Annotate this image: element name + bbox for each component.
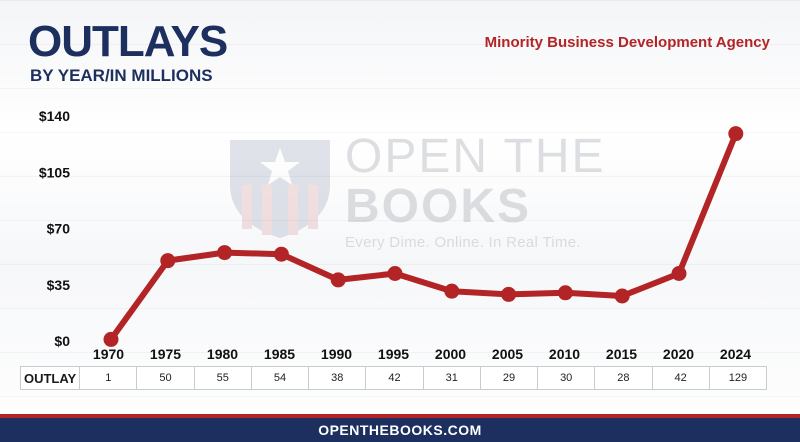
x-tick-label: 1990 (320, 346, 353, 362)
data-point (614, 288, 630, 304)
watermark-line2: BOOKS (345, 180, 532, 233)
outlay-row: OUTLAY 1 50 55 54 38 42 31 29 30 28 42 129 (20, 366, 767, 390)
x-tick-label: 1995 (377, 346, 410, 362)
page-subtitle: BY YEAR/IN MILLIONS (30, 66, 213, 85)
x-tick-label: 2024 (719, 346, 752, 362)
data-label: 42 (366, 367, 424, 389)
agency-name: Minority Business Development Agency (484, 34, 770, 51)
data-point (273, 246, 289, 262)
data-label: 42 (653, 367, 710, 389)
x-tick-label: 2000 (434, 346, 467, 362)
data-point (103, 331, 119, 347)
watermark-tagline: Every Dime. Online. In Real Time. (345, 234, 581, 251)
outlay-row-label: OUTLAY (21, 367, 81, 389)
x-tick-label: 1985 (263, 346, 296, 362)
data-table: 1970 1975 1980 1985 1990 1995 2000 2005 2010 2015… (20, 342, 767, 390)
data-label: 1 (80, 367, 138, 389)
data-label: 50 (137, 367, 195, 389)
data-point (217, 245, 233, 261)
footer-accent-bar (0, 414, 800, 418)
data-label: 28 (595, 367, 653, 389)
shield-logo-icon (230, 140, 330, 238)
y-tick-label: $105 (39, 164, 70, 180)
data-label: 54 (252, 367, 310, 389)
year-header-row: 1970 1975 1980 1985 1990 1995 2000 2005 2010 2015… (20, 342, 767, 366)
y-tick-label: $35 (47, 277, 71, 293)
x-tick-label: 2010 (548, 346, 581, 362)
data-label: 31 (424, 367, 481, 389)
watermark: OPEN THE BOOKS Every Dime. Online. In Re… (345, 130, 606, 252)
watermark-line1: OPEN THE (345, 130, 606, 183)
y-tick-label: $0 (54, 333, 70, 349)
series-line (108, 130, 739, 343)
data-point (671, 266, 687, 281)
header-spacer (20, 342, 80, 366)
page-title: OUTLAYS (28, 17, 228, 66)
data-label: 38 (309, 367, 367, 389)
x-tick-label: 2005 (491, 346, 524, 362)
x-tick-label: 2015 (605, 346, 638, 362)
data-point (330, 272, 346, 288)
data-point (501, 286, 517, 302)
footer-bar: OPENTHEBOOKS.COM (0, 418, 800, 442)
x-tick-label: 1975 (149, 346, 182, 362)
data-point (728, 126, 744, 142)
x-tick-label: 1980 (206, 346, 239, 362)
x-tick-label: 2020 (662, 346, 695, 362)
y-tick-label: $70 (47, 221, 71, 237)
data-point (387, 266, 403, 281)
data-point (557, 285, 573, 301)
data-label: 55 (195, 367, 252, 389)
y-tick-label: $140 (39, 108, 70, 124)
data-label: 129 (728, 372, 748, 384)
x-tick-label: 1970 (92, 346, 125, 362)
data-label: 29 (481, 367, 539, 389)
data-label: 30 (538, 367, 596, 389)
data-point (444, 283, 460, 299)
data-point (160, 253, 176, 269)
footer-url: OPENTHEBOOKS.COM (318, 422, 482, 438)
